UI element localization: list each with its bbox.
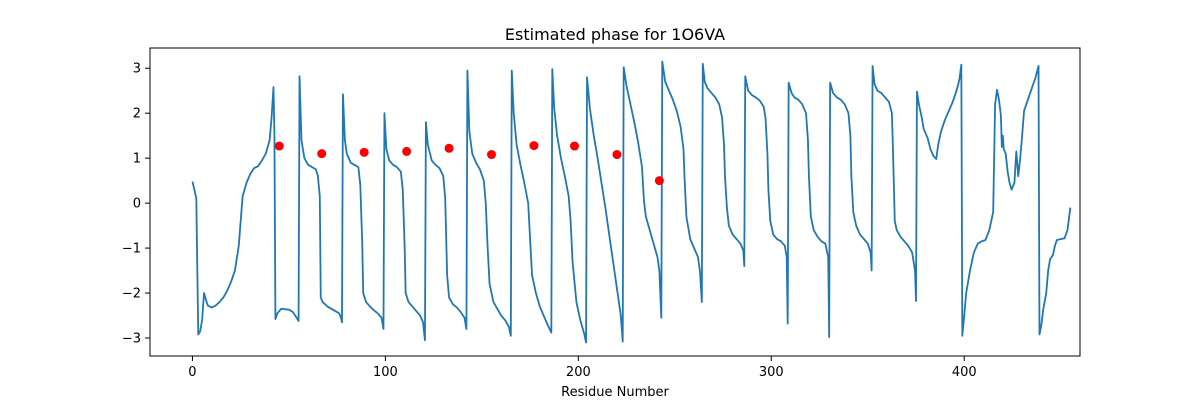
chart-title: Estimated phase for 1O6VA xyxy=(505,25,725,44)
x-tick-label-0: 0 xyxy=(188,365,196,380)
marker-point-2 xyxy=(359,147,369,157)
y-axis: −3 −2 −1 0 1 2 3 xyxy=(122,62,150,347)
y-tick-label--2: −2 xyxy=(122,287,141,302)
y-tick-label--3: −3 xyxy=(122,332,141,347)
y-tick-label-1: 1 xyxy=(133,152,141,167)
marker-point-7 xyxy=(569,141,579,151)
marker-point-6 xyxy=(529,141,539,151)
plot-frame xyxy=(149,47,1081,357)
marker-point-1 xyxy=(317,149,327,159)
x-tick-label-100: 100 xyxy=(373,365,398,380)
y-tick-label-3: 3 xyxy=(133,62,141,77)
y-tick-label--1: −1 xyxy=(122,242,141,257)
marker-point-5 xyxy=(487,150,497,160)
marker-point-0 xyxy=(274,141,284,151)
marker-point-8 xyxy=(612,150,622,160)
phase-line xyxy=(191,60,1072,344)
y-tick-label-2: 2 xyxy=(133,107,141,122)
y-tick-label-0: 0 xyxy=(133,197,141,212)
x-tick-label-300: 300 xyxy=(759,365,784,380)
marker-point-9 xyxy=(654,176,664,186)
plot-area xyxy=(191,60,1072,344)
marker-point-4 xyxy=(444,143,454,153)
x-axis: 0 100 200 300 400 xyxy=(188,356,977,380)
x-tick-label-200: 200 xyxy=(566,365,591,380)
marker-point-3 xyxy=(402,146,412,156)
x-tick-label-400: 400 xyxy=(952,365,977,380)
x-axis-label: Residue Number xyxy=(561,385,669,400)
